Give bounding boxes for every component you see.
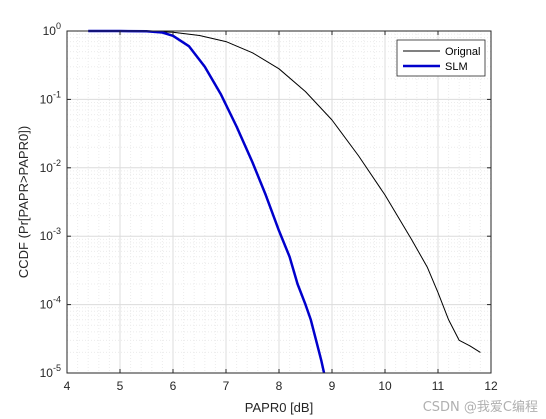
y-tick-label: 10-1 <box>40 89 61 106</box>
x-tick-label: 8 <box>276 379 283 393</box>
grid <box>67 31 491 373</box>
x-tick-label: 4 <box>64 379 71 393</box>
legend: Orignal SLM <box>396 39 486 77</box>
y-tick-label: 100 <box>43 21 61 38</box>
y-tick-label: 10-3 <box>40 226 61 243</box>
y-tick-labels: 100 10-1 10-2 10-3 10-4 10-5 <box>40 21 61 380</box>
y-tick-label: 10-5 <box>40 363 61 380</box>
x-tick-label: 10 <box>378 379 392 393</box>
y-tick-label: 10-4 <box>40 295 61 312</box>
legend-label-orignal: Orignal <box>445 46 480 58</box>
x-tick-label: 11 <box>432 379 445 393</box>
legend-box <box>396 39 486 77</box>
watermark: CSDN @我爱C编程 <box>422 400 538 415</box>
y-tick-label: 10-2 <box>40 158 61 175</box>
legend-label-slm: SLM <box>445 61 468 73</box>
x-tick-label: 12 <box>484 379 498 393</box>
x-tick-label: 5 <box>117 379 124 393</box>
y-axis-label: CCDF (Pr[PAPR>PAPR0]) <box>16 126 31 278</box>
ticks-layer <box>66 30 492 374</box>
series-line-slm <box>88 29 326 374</box>
x-tick-labels: 4 5 6 7 8 9 10 11 12 <box>64 379 498 393</box>
x-tick-label: 7 <box>223 379 230 393</box>
x-axis-label: PAPR0 [dB] <box>245 400 313 415</box>
x-tick-label: 9 <box>329 379 336 393</box>
x-tick-label: 6 <box>170 379 177 393</box>
